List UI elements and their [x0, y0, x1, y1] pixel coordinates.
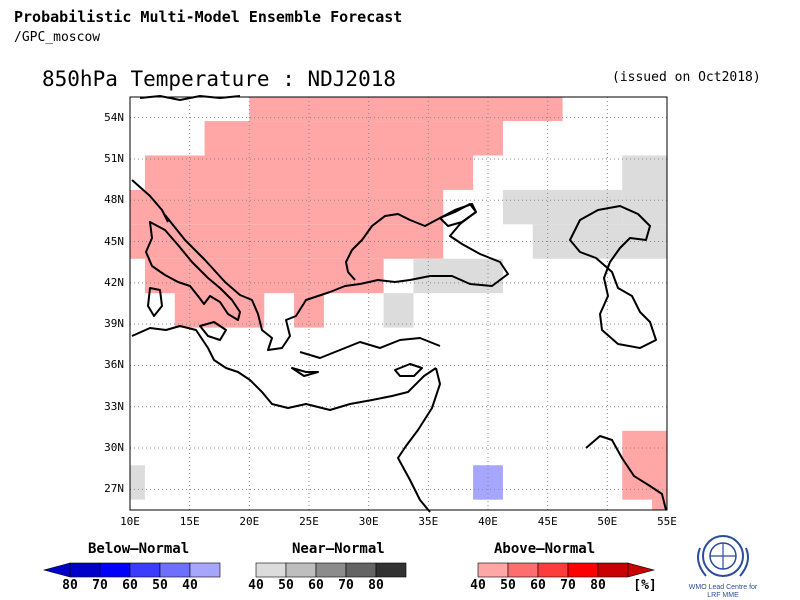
y-tick-label: 42N: [104, 275, 124, 289]
cell-above-normal-8: [622, 430, 667, 500]
legend-near-tick: 50: [278, 578, 294, 593]
variable-period-title: 850hPa Temperature : NDJ2018: [42, 67, 397, 91]
coastline-turkey-south: [299, 337, 441, 359]
cell-above-normal-6: [174, 293, 265, 328]
cell-above-normal-5: [144, 258, 384, 294]
legend-near-swatch: [285, 562, 317, 578]
map-frame: [129, 96, 668, 511]
y-tick-label: 39N: [104, 317, 124, 331]
legend-near-tick: 80: [368, 578, 384, 593]
legend-above-swatch: [477, 562, 509, 578]
legend-below-tick: 70: [92, 578, 108, 593]
x-tick-label: 55E: [657, 515, 677, 528]
coastline-sardinia: [147, 287, 163, 317]
coastline-caspian: [569, 205, 657, 349]
cell-below-normal-16: [473, 465, 503, 500]
legend-above-title: Above–Normal: [494, 541, 596, 557]
legend-below-swatch: [189, 562, 221, 578]
x-tick-label: 45E: [537, 515, 558, 528]
y-tick-label: 30N: [104, 441, 124, 455]
y-tick-label: 33N: [104, 399, 124, 413]
legend-above-tick: 50: [500, 578, 516, 593]
coastline-western-europe: [131, 179, 169, 223]
legend-above-swatch: [597, 562, 629, 578]
coastline-black-sea: [329, 203, 509, 293]
cell-near-normal-11: [502, 189, 623, 225]
issued-label: (issued on Oct2018): [612, 70, 761, 85]
legend-above-tick: 70: [560, 578, 576, 593]
legend-near-swatch: [345, 562, 377, 578]
legend-below-swatch: [129, 562, 161, 578]
cell-above-normal-0: [249, 97, 563, 122]
legend-above-tick: 60: [530, 578, 546, 593]
coastline-gulf: [585, 435, 667, 511]
cell-near-normal-10: [622, 155, 667, 225]
y-tick-label: 51N: [104, 151, 124, 165]
legend-below-tick: 80: [62, 578, 78, 593]
legend-below-tick: 50: [152, 578, 168, 593]
cell-near-normal-14: [383, 293, 414, 328]
x-tick-label: 10E: [120, 515, 140, 528]
legend-above-arrow: [627, 562, 656, 578]
legend-below-tick: 60: [122, 578, 138, 593]
legend-below-swatch: [99, 562, 131, 578]
x-tick-label: 15E: [179, 515, 200, 528]
coastline-azov: [439, 203, 477, 227]
cell-near-normal-15: [130, 465, 145, 500]
legend-bars: [42, 562, 656, 578]
coastline-italy: [145, 221, 241, 321]
legend-unit: [%]: [633, 578, 657, 593]
logo-caption: WMO Lead Centre for LRF MME: [688, 584, 758, 599]
legend-below-swatch: [159, 562, 191, 578]
legend-above-swatch: [567, 562, 599, 578]
legend-below-arrow: [42, 562, 71, 578]
coastline-crete: [291, 367, 319, 377]
legend-below-swatch: [69, 562, 101, 578]
legend-near-swatch: [375, 562, 407, 578]
figure-title: Probabilistic Multi-Model Ensemble Forec…: [14, 8, 403, 26]
x-tick-label: 25E: [299, 515, 319, 528]
y-tick-label: 54N: [104, 110, 124, 124]
x-tick-label: 35E: [418, 515, 439, 528]
legend-above-tick: 80: [590, 578, 606, 593]
x-tick-label: 30E: [358, 515, 379, 528]
legend-near-tick: 40: [248, 578, 264, 593]
legend-below-title: Below–Normal: [88, 541, 190, 557]
coastline-balkans: [164, 214, 331, 351]
y-tick-label: 45N: [104, 234, 124, 248]
cell-above-normal-2: [144, 155, 474, 190]
cell-near-normal-12: [532, 224, 667, 259]
coastline-sicily: [199, 321, 227, 341]
wmo-logo: [690, 528, 756, 598]
legend-below-tick: 40: [182, 578, 198, 593]
cell-above-normal-3: [130, 189, 444, 225]
y-tick-label: 48N: [104, 193, 124, 207]
y-tick-label: 36N: [104, 358, 124, 372]
legend-near-tick: 60: [308, 578, 324, 593]
coastlines: [131, 95, 667, 513]
probability-cells: [130, 97, 667, 510]
legend-above-tick: 40: [470, 578, 486, 593]
legend-above-swatch: [537, 562, 569, 578]
legend-near-title: Near–Normal: [292, 541, 385, 557]
coastline-north-africa: [131, 325, 437, 411]
coastline-cyprus: [394, 363, 423, 377]
legend-near-tick: 70: [338, 578, 354, 593]
x-tick-label: 40E: [478, 515, 498, 528]
x-tick-label: 20E: [239, 515, 260, 528]
legend-above-swatch: [507, 562, 539, 578]
cell-above-normal-9: [652, 499, 667, 510]
cell-above-normal-1: [204, 121, 503, 156]
source-label: /GPC_moscow: [14, 30, 101, 45]
x-tick-label: 50E: [597, 515, 618, 528]
legend-near-swatch: [255, 562, 287, 578]
coastline-north: [139, 95, 241, 101]
y-tick-label: 27N: [104, 482, 124, 496]
legend-near-swatch: [315, 562, 347, 578]
coastline-levant: [397, 367, 441, 513]
